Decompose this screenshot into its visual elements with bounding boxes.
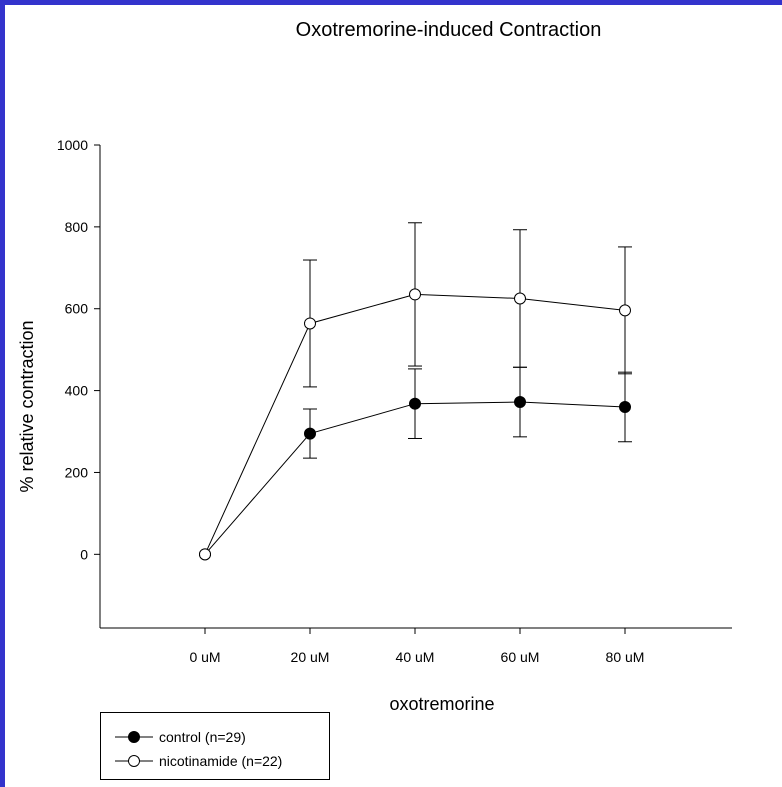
legend-label-nicotinamide: nicotinamide (n=22)	[159, 753, 283, 769]
data-point-nicotinamide	[199, 548, 211, 561]
legend-item-nicotinamide: nicotinamide (n=22)	[115, 751, 282, 771]
x-tick-label: 80 uM	[606, 649, 645, 665]
data-point-nicotinamide	[409, 288, 421, 301]
chart-panel: Oxotremorine-induced Contraction 0 200 400…	[5, 5, 782, 787]
y-tick-label: 200	[65, 464, 89, 480]
y-tick-label: 1000	[57, 137, 88, 153]
y-tick-label: 600	[65, 301, 89, 317]
x-tick-label: 20 uM	[291, 649, 330, 665]
y-tick-label: 400	[65, 383, 89, 399]
x-tick-label: 60 uM	[501, 649, 540, 665]
data-point-control	[409, 397, 421, 410]
open-circle-icon	[115, 755, 153, 767]
data-point-nicotinamide	[304, 317, 316, 330]
chart-legend: control (n=29) nicotinamide (n=22)	[100, 712, 330, 780]
x-axis-label: oxotremorine	[389, 694, 494, 714]
x-tick-label: 0 uM	[189, 649, 220, 665]
data-point-control	[304, 427, 316, 440]
x-tick-label: 40 uM	[396, 649, 435, 665]
legend-item-control: control (n=29)	[115, 727, 246, 747]
y-tick-label: 800	[65, 219, 89, 235]
legend-label-control: control (n=29)	[159, 729, 246, 745]
chart-plot: 0 200 400 600 800 1000 0 uM 20 uM 40 uM 60 uM 80 u…	[17, 137, 732, 714]
data-point-nicotinamide	[514, 292, 526, 305]
data-point-control	[514, 396, 526, 409]
y-tick-label: 0	[80, 546, 88, 562]
data-point-control	[619, 400, 631, 413]
chart-title: Oxotremorine-induced Contraction	[295, 19, 602, 41]
y-axis-label: % relative contraction	[17, 320, 37, 492]
filled-circle-icon	[115, 731, 153, 743]
data-point-nicotinamide	[619, 304, 631, 317]
